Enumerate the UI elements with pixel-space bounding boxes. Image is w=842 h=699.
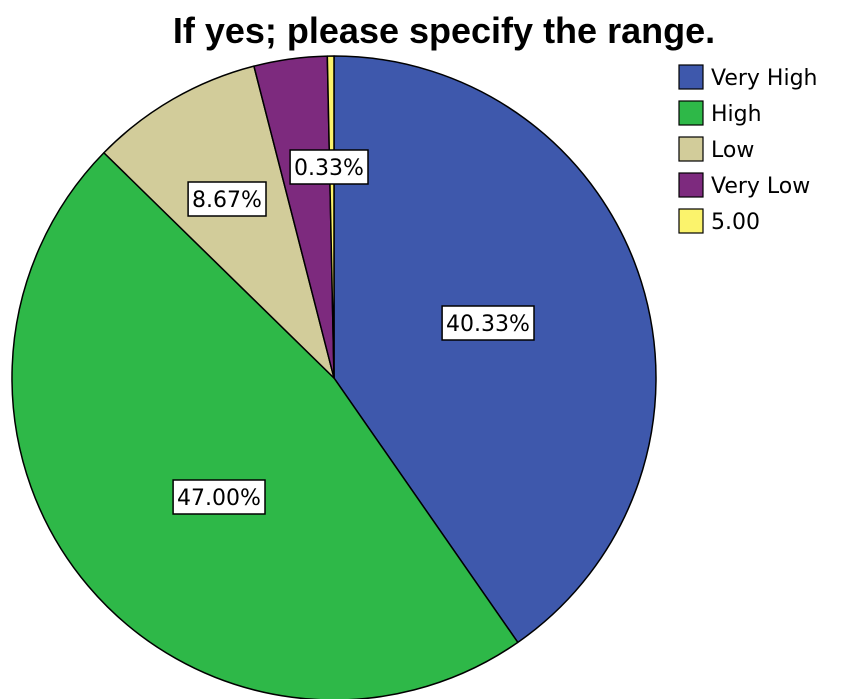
- data-label-box: [289, 149, 369, 185]
- data-label-text: 40.33%: [446, 312, 530, 337]
- data-label-very-high: 40.33%: [441, 305, 535, 341]
- pie-slice-5-00: [326, 55, 335, 379]
- legend-swatch: [678, 172, 704, 198]
- legend-item-high: High: [678, 100, 762, 127]
- legend-label: High: [711, 102, 762, 127]
- data-label-text: 8.67%: [192, 188, 262, 213]
- data-label-box: [172, 479, 266, 515]
- data-label-box: [187, 181, 267, 217]
- legend-label: 5.00: [711, 210, 760, 235]
- legend-label: Very Low: [711, 174, 810, 199]
- pie-slice-very-high: [333, 55, 657, 644]
- data-label-text: 0.33%: [294, 156, 364, 181]
- legend-swatch: [678, 100, 704, 126]
- pie-slices: [11, 55, 657, 699]
- pie-slice-low: [103, 65, 335, 379]
- data-label-high: 47.00%: [172, 479, 266, 515]
- data-label-5-00: 0.33%: [289, 149, 369, 185]
- pie-slice-high: [11, 152, 519, 699]
- legend-item-very-high: Very High: [678, 64, 818, 91]
- data-label-box: [441, 305, 535, 341]
- legend-item-very-low: Very Low: [678, 172, 810, 199]
- legend-swatch: [678, 64, 704, 90]
- legend-label: Very High: [711, 66, 818, 91]
- legend-item-low: Low: [678, 136, 754, 163]
- legend-item-5-00: 5.00: [678, 208, 760, 235]
- legend-swatch: [678, 208, 704, 234]
- data-labels: 40.33% 47.00% 8.67% 0.33%: [172, 149, 535, 515]
- data-label-text: 47.00%: [177, 486, 261, 511]
- chart-title: If yes; please specify the range.: [173, 10, 715, 51]
- legend-label: Low: [711, 138, 754, 163]
- legend-swatch: [678, 136, 704, 162]
- data-label-low: 8.67%: [187, 181, 267, 217]
- legend: Very High High Low Very Low 5.00: [678, 64, 818, 235]
